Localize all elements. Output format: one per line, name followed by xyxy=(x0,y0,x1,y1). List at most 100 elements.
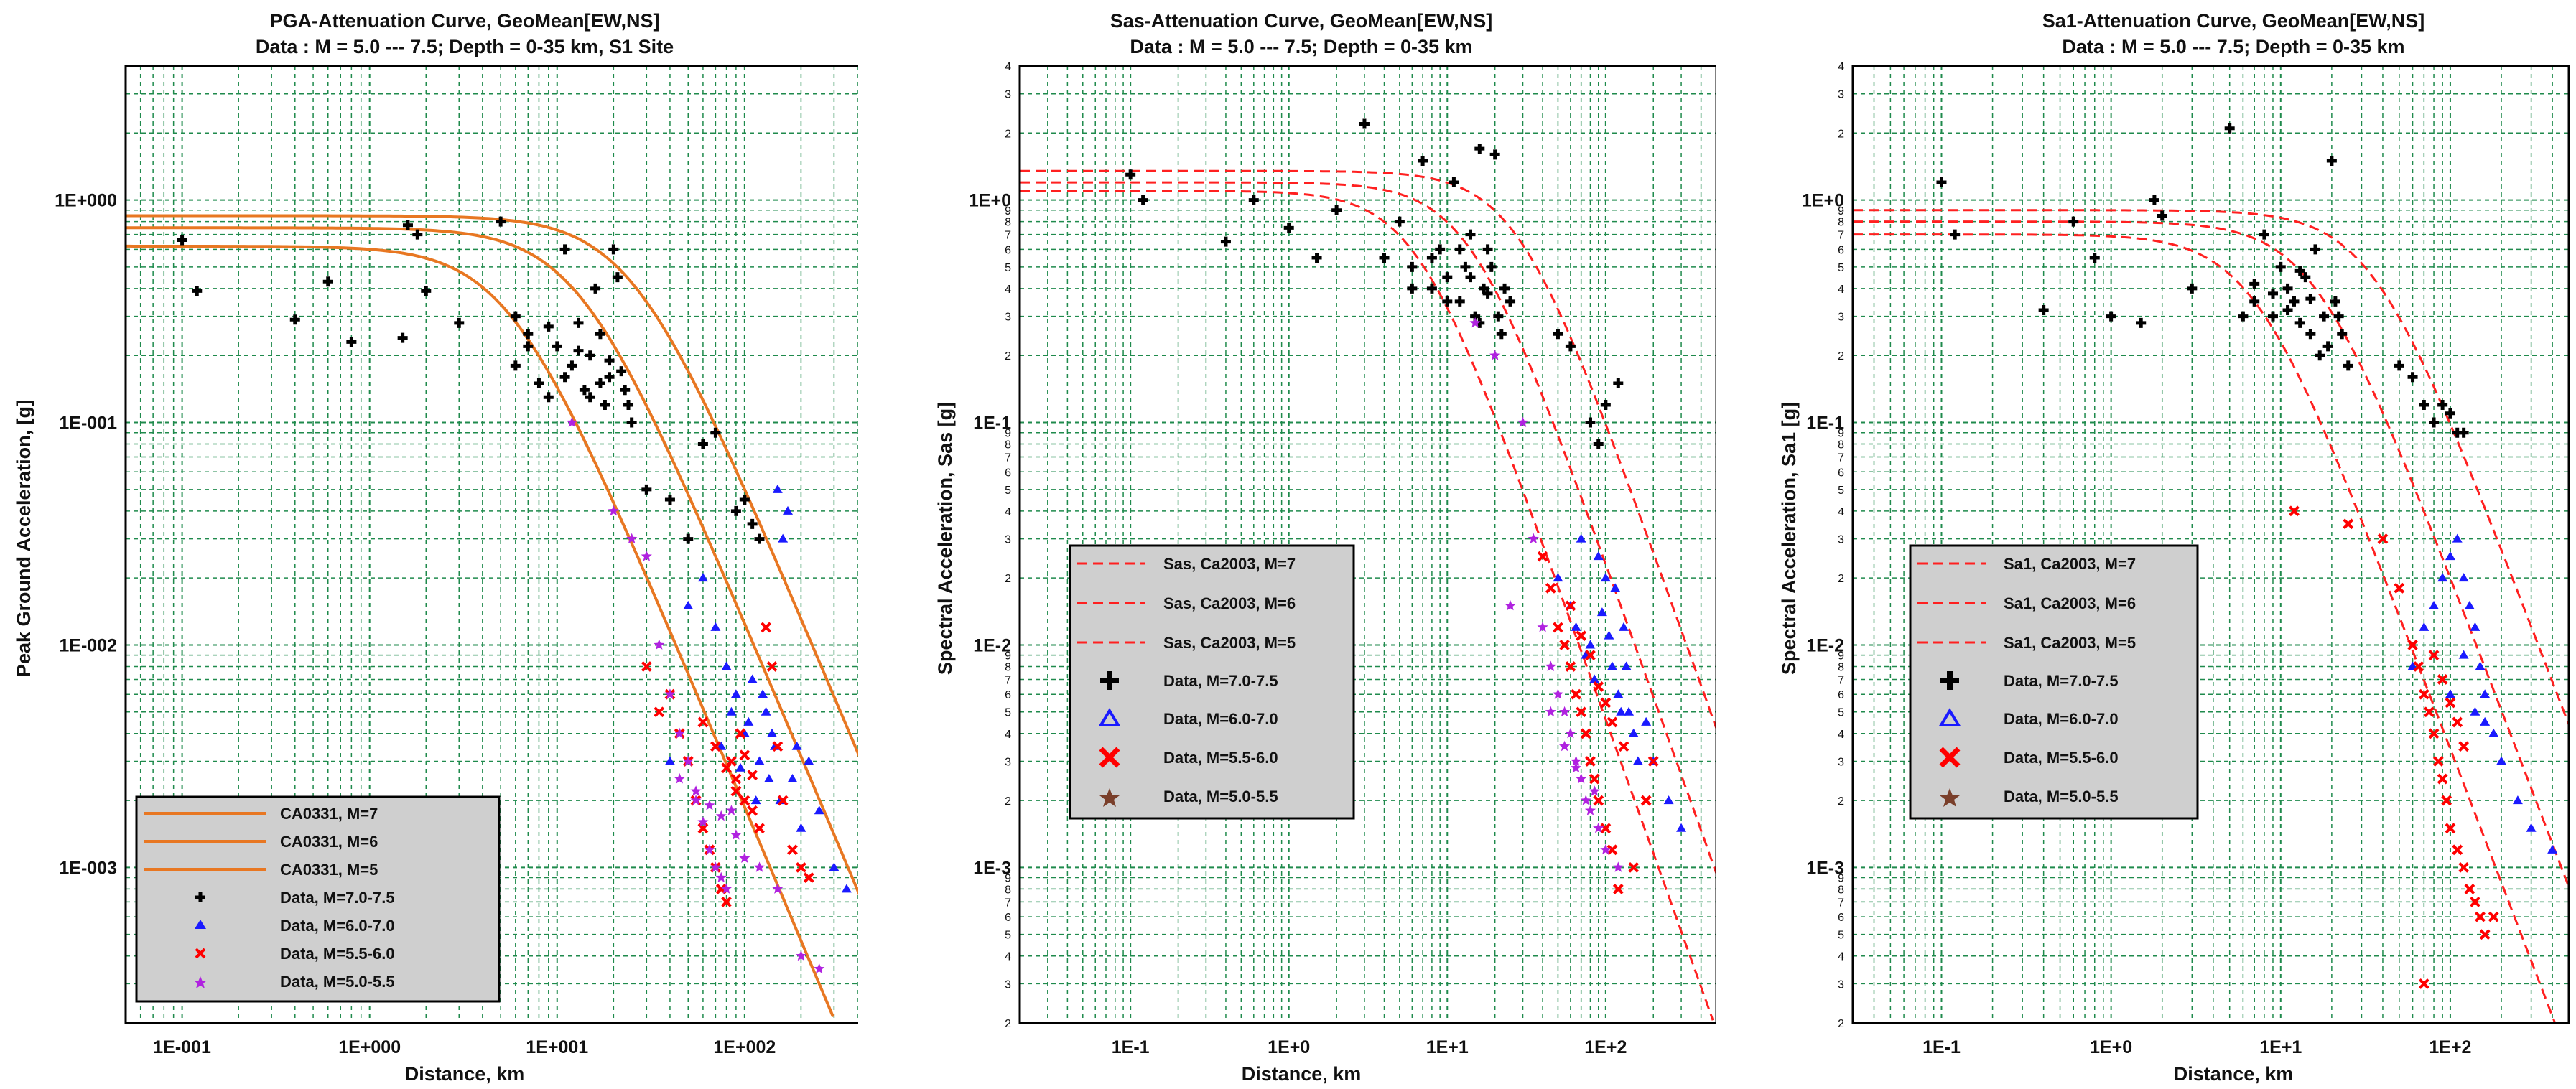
data-point-plus xyxy=(1454,244,1465,255)
data-point-triangle xyxy=(2445,689,2455,698)
data-point-triangle xyxy=(1676,823,1687,832)
legend-entry: Sas, Ca2003, M=6 xyxy=(1077,594,1296,612)
data-point-plus xyxy=(730,505,741,516)
data-point-plus xyxy=(2238,311,2249,322)
data-point-triangle xyxy=(2547,844,2558,854)
legend-entry: Data, M=6.0-7.0 xyxy=(1938,708,2119,728)
x-tick-label: 1E+0 xyxy=(2090,1037,2132,1057)
data-point-plus xyxy=(2187,283,2198,294)
chart-title: Sas-Attenuation Curve, GeoMean[EW,NS] xyxy=(1110,10,1493,32)
data-point-cross xyxy=(2377,533,2389,544)
data-point-plus xyxy=(534,378,544,388)
data-point-plus xyxy=(1359,118,1370,129)
data-point-plus xyxy=(2249,296,2260,307)
legend-label: Sas, Ca2003, M=5 xyxy=(1163,634,1296,652)
data-point-plus xyxy=(664,494,675,505)
data-point-cross xyxy=(754,823,765,834)
data-point-plus xyxy=(1505,296,1516,307)
data-point-plus xyxy=(595,378,605,388)
y-minor-tick-label: 9 xyxy=(1005,650,1011,663)
data-point-cross xyxy=(761,622,772,633)
y-minor-tick-label: 2 xyxy=(1005,128,1011,140)
data-point-cross xyxy=(1553,622,1563,633)
data-point-plus xyxy=(1493,311,1504,322)
y-minor-tick-label: 3 xyxy=(1005,312,1011,324)
data-point-cross xyxy=(2407,640,2418,650)
data-point-cross xyxy=(721,896,732,907)
data-point-cross xyxy=(2437,674,2448,685)
data-point-cross xyxy=(2445,697,2456,709)
y-minor-tick-label: 3 xyxy=(1838,534,1844,546)
y-tick-label: 1E+0 xyxy=(1802,191,1844,211)
data-point-plus xyxy=(2157,210,2167,221)
data-point-triangle xyxy=(2480,716,2491,726)
data-point-plus xyxy=(579,385,590,396)
data-point-star xyxy=(1469,317,1481,328)
data-point-plus xyxy=(608,244,619,255)
data-point-triangle xyxy=(747,674,758,683)
data-point-plus xyxy=(1454,296,1465,307)
y-minor-tick-label: 7 xyxy=(1838,674,1844,686)
plot-frame xyxy=(124,65,858,1024)
data-point-plus xyxy=(1138,195,1148,205)
y-minor-tick-label: 4 xyxy=(1838,729,1844,741)
data-point-plus xyxy=(510,360,521,371)
legend-marker-star xyxy=(1940,788,1960,807)
data-point-plus xyxy=(1486,261,1497,272)
y-minor-tick-label: 5 xyxy=(1005,707,1011,719)
data-point-cross xyxy=(739,795,750,806)
data-point-triangle xyxy=(1576,533,1586,543)
data-point-star xyxy=(1528,533,1539,543)
legend-marker-plus xyxy=(195,892,205,902)
y-minor-tick-label: 6 xyxy=(1005,467,1011,479)
y-minor-tick-label: 2 xyxy=(1838,573,1844,585)
data-point-plus xyxy=(595,329,605,340)
data-point-triangle xyxy=(1606,661,1617,670)
data-points xyxy=(177,216,852,974)
data-point-plus xyxy=(1220,236,1231,247)
data-point-plus xyxy=(397,332,408,343)
y-minor-tick-label: 2 xyxy=(1005,795,1011,808)
y-minor-tick-label: 6 xyxy=(1005,689,1011,701)
data-point-triangle xyxy=(735,762,746,772)
data-point-triangle xyxy=(2419,622,2429,631)
data-point-star xyxy=(608,505,619,516)
data-point-star xyxy=(704,800,715,810)
chart-title: PGA-Attenuation Curve, GeoMean[EW,NS] xyxy=(269,10,659,32)
data-point-plus xyxy=(192,286,203,296)
data-point-plus xyxy=(1442,296,1453,307)
data-point-cross xyxy=(730,785,742,797)
data-point-triangle xyxy=(791,741,802,750)
data-point-triangle xyxy=(664,756,675,765)
plot-area: 1E-001 1E+000 1E+001 1E+002 1E-003 1E-002 1E-0… xyxy=(55,65,858,1057)
x-axis-label: Distance, km xyxy=(1242,1063,1362,1085)
data-point-plus xyxy=(683,533,694,544)
attenuation-curve xyxy=(1020,169,1716,729)
data-point-plus xyxy=(2259,229,2269,240)
data-point-cross xyxy=(2437,773,2448,785)
data-point-cross xyxy=(747,805,758,816)
data-point-plus xyxy=(567,360,577,371)
y-minor-tick-label: 7 xyxy=(1005,674,1011,686)
data-point-plus xyxy=(2300,272,2311,283)
y-minor-tick-label: 2 xyxy=(1838,795,1844,808)
data-point-plus xyxy=(2282,304,2293,315)
data-point-star xyxy=(1571,762,1582,773)
data-point-triangle xyxy=(697,573,708,582)
data-point-star xyxy=(1576,773,1587,784)
y-minor-tick-label: 7 xyxy=(1838,452,1844,464)
data-point-plus xyxy=(623,399,634,410)
data-point-triangle xyxy=(1585,640,1596,649)
legend-label: Data, M=5.0-5.5 xyxy=(2004,787,2119,805)
data-point-plus xyxy=(2106,311,2116,322)
legend-marker-triangle xyxy=(195,920,206,929)
y-minor-tick-label: 5 xyxy=(1838,707,1844,719)
data-point-plus xyxy=(590,283,601,294)
data-point-cross xyxy=(2289,505,2300,517)
data-point-plus xyxy=(2330,296,2340,307)
data-point-cross xyxy=(2424,706,2435,718)
data-point-triangle xyxy=(1616,706,1627,716)
data-point-plus xyxy=(1489,149,1500,160)
data-point-star xyxy=(1552,688,1564,699)
